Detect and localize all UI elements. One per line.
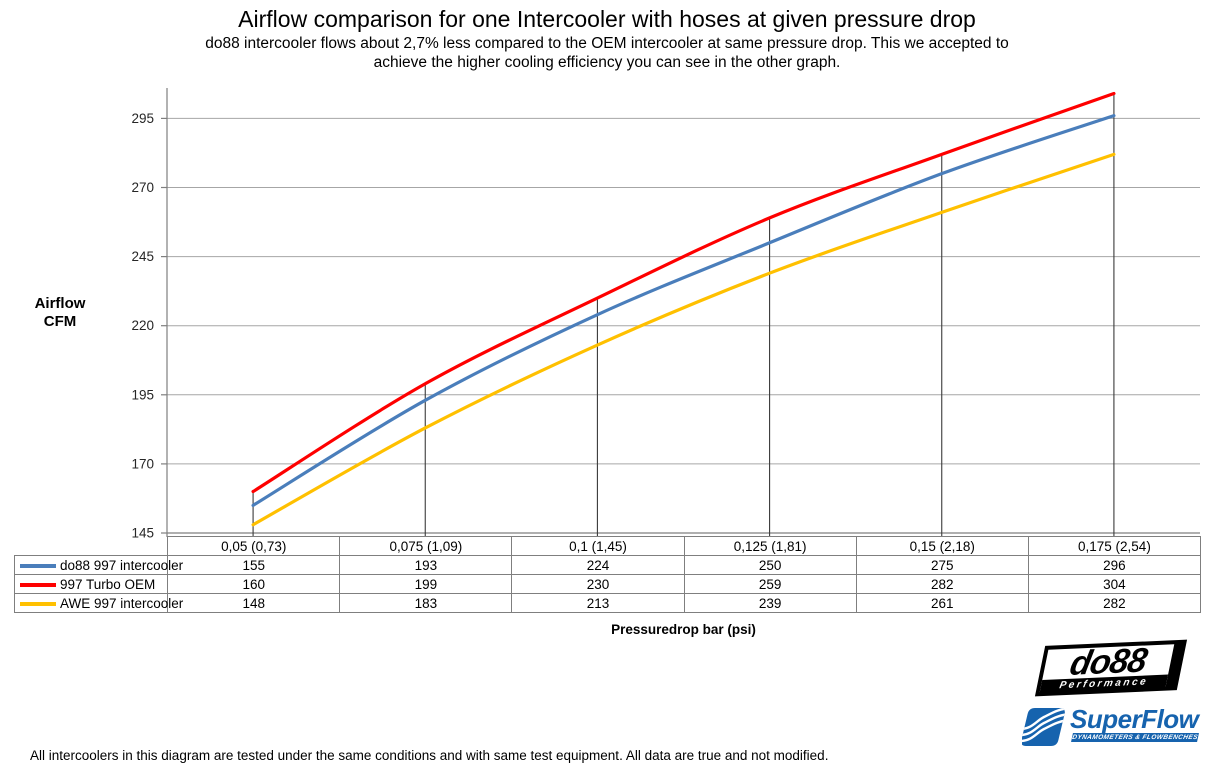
value-cell: 224: [511, 555, 685, 575]
legend-cell-do88-997-intercooler: do88 997 intercooler: [13, 555, 183, 575]
superflow-logo-tagline: DYNAMOMETERS & FLOWBENCHES: [1071, 733, 1200, 742]
do88-logo: do88 Performance: [1034, 639, 1188, 697]
x-axis-label-cell: 0,15 (2,18): [855, 536, 1029, 556]
value-cell: 213: [511, 593, 685, 613]
value-cell: 193: [339, 555, 513, 575]
x-axis-label-row: 0,05 (0,73) 0,075 (1,09) 0,1 (1,45) 0,125 (…: [15, 536, 1202, 556]
table-body: 0,05 (0,73) 0,075 (1,09) 0,1 (1,45) 0,125 (…: [13, 536, 1202, 613]
y-tick-label: 270: [131, 180, 154, 195]
legend-swatch-do88-997-intercooler: [20, 563, 56, 568]
legend-label-awe-997-intercooler: AWE 997 intercooler: [60, 595, 184, 611]
y-tick-label: 145: [131, 526, 154, 541]
superflow-logo-text: SuperFlow: [1070, 704, 1199, 734]
y-tick-label: 295: [131, 111, 154, 126]
x-axis-label-cell: 0,125 (1,81): [683, 536, 857, 556]
value-cell: 259: [683, 574, 857, 594]
table-row-do88-997-intercooler: do88 997 intercooler 155 193 224 250 275 296: [13, 555, 1202, 575]
superflow-wave-icon: [1022, 708, 1065, 746]
data-table: 0,05 (0,73) 0,075 (1,09) 0,1 (1,45) 0,125 (…: [13, 536, 1202, 613]
value-cell: 261: [855, 593, 1029, 613]
table-row-awe-997-intercooler: AWE 997 intercooler 148 183 213 239 261 282: [13, 593, 1202, 613]
legend-cell-997-turbo-oem: 997 Turbo OEM: [13, 574, 169, 594]
value-cell: 155: [167, 555, 341, 575]
legend-label-do88-997-intercooler: do88 997 intercooler: [60, 557, 184, 573]
y-tick-label: 195: [131, 387, 154, 402]
series-line-do88-997-intercooler: [251, 114, 1116, 507]
legend-label-997-turbo-oem: 997 Turbo OEM: [60, 576, 156, 592]
x-axis-title: Pressuredrop bar (psi): [611, 622, 756, 637]
x-axis-label-cell: 0,05 (0,73): [167, 536, 341, 556]
value-cell: 282: [855, 574, 1029, 594]
value-cell: 275: [855, 555, 1029, 575]
y-tick-label: 170: [131, 456, 154, 471]
value-cell: 183: [339, 593, 513, 613]
value-cell: 304: [1027, 574, 1202, 594]
x-axis-label-cell: 0,175 (2,54): [1027, 536, 1202, 556]
legend-swatch-awe-997-intercooler: [20, 601, 56, 606]
value-cell: 250: [683, 555, 857, 575]
y-tick-label: 245: [131, 249, 154, 264]
value-cell: 239: [683, 593, 857, 613]
table-spacer-cell: [15, 537, 168, 556]
chart-title: Airflow comparison for one Intercooler w…: [238, 6, 976, 32]
value-cell: 160: [167, 574, 341, 594]
x-axis-label-cell: 0,1 (1,45): [511, 536, 685, 556]
legend-cell-awe-997-intercooler: AWE 997 intercooler: [13, 593, 183, 613]
chart-subtitle: do88 intercooler flows about 2,7% less c…: [205, 35, 1009, 71]
series-line-997-turbo-oem: [251, 91, 1116, 494]
footnote: All intercoolers in this diagram are tes…: [30, 748, 829, 763]
series-line-awe-997-intercooler: [251, 152, 1116, 527]
y-axis-title: Airflow CFM: [34, 295, 86, 330]
y-tick-label: 220: [131, 318, 154, 333]
table-row-997-turbo-oem: 997 Turbo OEM 160 199 230 259 282 304: [13, 574, 1202, 594]
value-cell: 296: [1027, 555, 1202, 575]
value-cell: 230: [511, 574, 685, 594]
value-cell: 282: [1027, 593, 1202, 613]
value-cell: 199: [339, 574, 513, 594]
legend-swatch-997-turbo-oem: [20, 582, 56, 587]
value-cell: 148: [167, 593, 341, 613]
x-axis-label-cell: 0,075 (1,09): [339, 536, 513, 556]
superflow-logo: SuperFlow DYNAMOMETERS & FLOWBENCHES: [1022, 706, 1202, 748]
